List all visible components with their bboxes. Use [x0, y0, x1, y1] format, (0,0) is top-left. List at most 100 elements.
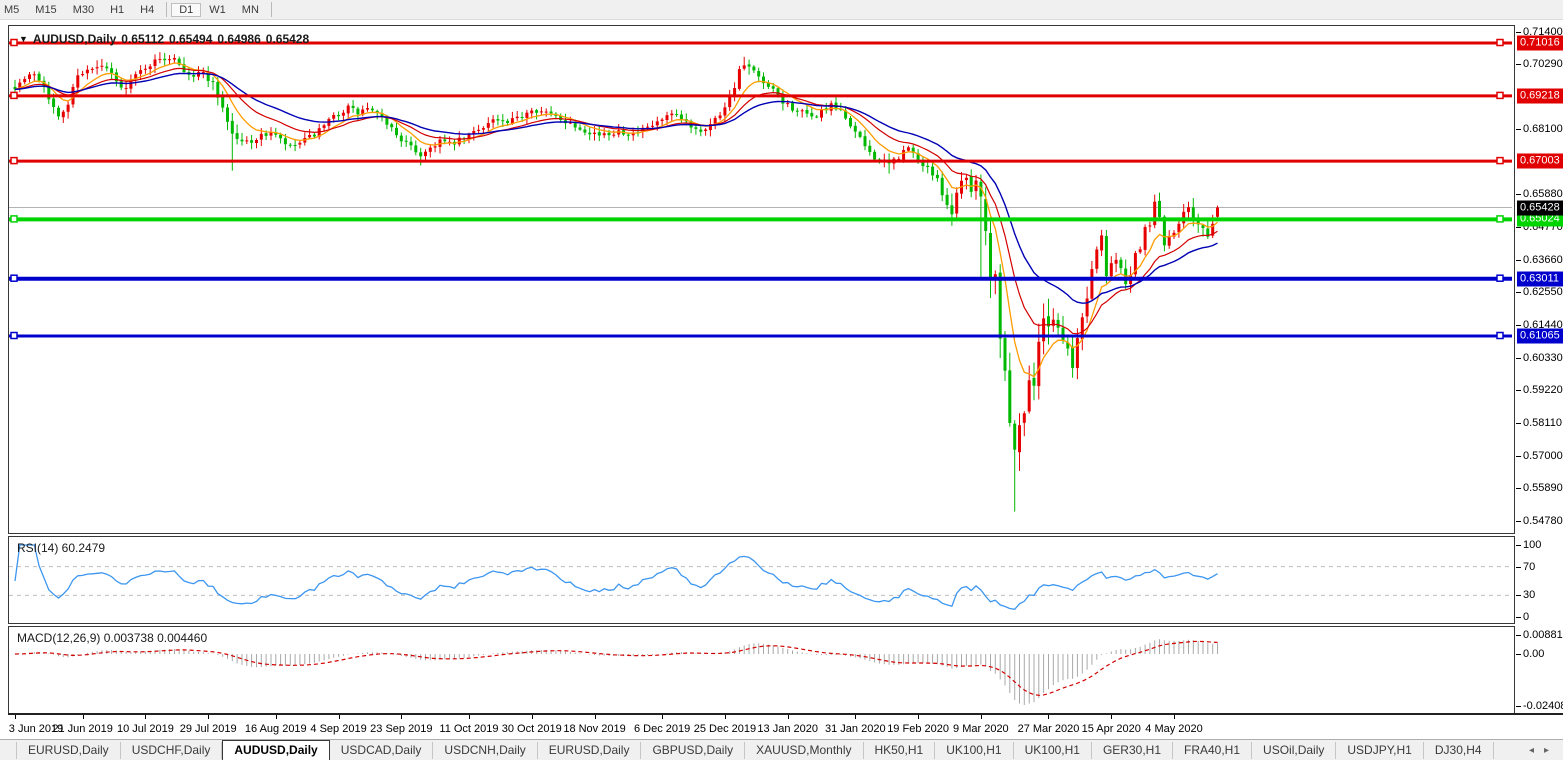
- toolbar-separator: [166, 2, 168, 17]
- date-tick-mark: [531, 715, 533, 719]
- chart-tab-uk100-h1[interactable]: UK100,H1: [935, 741, 1014, 759]
- horizontal-line-0.61065[interactable]: [9, 331, 1512, 340]
- horizontal-line-0.69218[interactable]: [9, 91, 1512, 100]
- candlestick-chart[interactable]: [9, 26, 1512, 531]
- price-tick-label: 0.65880: [1523, 188, 1563, 201]
- date-label: 16 Aug 2019: [244, 723, 307, 735]
- tab-scroll-right-icon[interactable]: ▸: [1543, 744, 1549, 756]
- chart-tab-eurusd-daily[interactable]: EURUSD,Daily: [16, 741, 121, 759]
- chart-tab-gbpusd-daily[interactable]: GBPUSD,Daily: [641, 741, 746, 759]
- date-label: 4 Sep 2019: [310, 723, 367, 735]
- price-tick-mark: [1516, 31, 1521, 33]
- date-tick-mark: [724, 715, 726, 719]
- macd-chart[interactable]: [9, 627, 1512, 711]
- date-label: 19 Feb 2020: [887, 723, 949, 735]
- price-tick-mark: [1516, 357, 1521, 359]
- timeframe-toolbar: M5 M15 M30 H1 H4 D1 W1 MN: [0, 0, 1563, 20]
- tab-scroll-left-icon[interactable]: ◂: [1528, 744, 1534, 756]
- rsi-tick-mark: [1516, 595, 1521, 597]
- rsi-axis-label: 30: [1523, 589, 1536, 602]
- price-tick-mark: [1516, 422, 1521, 424]
- price-tick-mark: [1516, 324, 1521, 326]
- date-label: 6 Dec 2019: [633, 723, 691, 735]
- timeframe-button-w1[interactable]: W1: [209, 3, 226, 16]
- date-tick-mark: [787, 715, 789, 719]
- chart-tab-usdchf-daily[interactable]: USDCHF,Daily: [121, 741, 223, 759]
- chart-tab-xauusd-monthly[interactable]: XAUUSD,Monthly: [745, 741, 864, 759]
- timeframe-button-d1[interactable]: D1: [171, 2, 202, 17]
- date-label: 23 Sep 2019: [370, 723, 433, 735]
- date-label: 11 Oct 2019: [439, 723, 499, 735]
- price-level-badge-0.71016: 0.71016: [1517, 35, 1563, 51]
- price-tick-label: 0.70290: [1523, 58, 1563, 71]
- date-tick-mark: [980, 715, 982, 719]
- date-tick-mark: [468, 715, 470, 719]
- chart-title: ▼ AUDUSD,Daily 0.65112 0.65494 0.64986 0…: [19, 32, 309, 46]
- date-tick-mark: [1048, 715, 1050, 719]
- moving-average-ma-slow: [14, 72, 1218, 304]
- date-label: 9 Mar 2020: [953, 723, 1009, 735]
- symbol-dropdown-icon[interactable]: ▼: [19, 34, 28, 44]
- price-tick-mark: [1516, 194, 1521, 196]
- ohlc-open: 0.65112: [121, 32, 164, 46]
- chart-tab-audusd-daily[interactable]: AUDUSD,Daily: [222, 739, 330, 760]
- macd-axis-label: 0.008815: [1523, 629, 1563, 641]
- macd-tick-mark: [1516, 654, 1521, 656]
- chart-tab-hk50-h1[interactable]: HK50,H1: [864, 741, 936, 759]
- timeframe-button-m30[interactable]: M30: [72, 3, 95, 16]
- timeframe-button-mn[interactable]: MN: [241, 3, 259, 16]
- chart-tab-ger30-h1[interactable]: GER30,H1: [1092, 741, 1173, 759]
- date-label: 21 Jun 2019: [52, 723, 113, 735]
- date-label: 27 Mar 2020: [1017, 723, 1080, 735]
- price-tick-label: 0.63660: [1523, 253, 1563, 266]
- date-tick-mark: [145, 715, 147, 719]
- date-label: 13 Jan 2020: [757, 723, 818, 735]
- date-label: 18 Nov 2019: [563, 723, 626, 735]
- rsi-chart[interactable]: [9, 537, 1512, 621]
- chart-tab-uk100-h1[interactable]: UK100,H1: [1014, 741, 1092, 759]
- main-chart-panel[interactable]: ▼ AUDUSD,Daily 0.65112 0.65494 0.64986 0…: [8, 25, 1515, 534]
- chart-tab-eurusd-daily[interactable]: EURUSD,Daily: [538, 741, 642, 759]
- rsi-indicator-panel[interactable]: RSI(14) 60.2479: [8, 536, 1515, 624]
- price-tick-mark: [1516, 520, 1521, 522]
- chart-tabs-bar: EURUSD,Daily USDCHF,Daily AUDUSD,Daily USDC…: [0, 739, 1563, 760]
- timeframe-button-h4[interactable]: H4: [140, 3, 155, 16]
- price-tick-mark: [1516, 292, 1521, 294]
- macd-axis-label: 0.00: [1523, 648, 1545, 661]
- chart-tab-usdcad-daily[interactable]: USDCAD,Daily: [330, 741, 434, 759]
- horizontal-line-0.63011[interactable]: [9, 274, 1512, 282]
- price-tick-mark: [1516, 259, 1521, 261]
- price-tick-mark: [1516, 390, 1521, 392]
- date-label: 25 Dec 2019: [693, 723, 757, 735]
- date-label: 3 Jun 2019: [8, 723, 64, 735]
- macd-label: MACD(12,26,9) 0.003738 0.004460: [17, 631, 208, 645]
- price-tick-label: 0.55890: [1523, 482, 1563, 495]
- price-level-badge-0.61065: 0.61065: [1517, 328, 1563, 344]
- price-tick-label: 0.54780: [1523, 514, 1563, 527]
- macd-axis-label: -0.024082: [1523, 700, 1563, 712]
- macd-indicator-panel[interactable]: MACD(12,26,9) 0.003738 0.004460: [8, 626, 1515, 714]
- rsi-label: RSI(14) 60.2479: [17, 541, 106, 555]
- rsi-tick-mark: [1516, 617, 1521, 618]
- chart-tab-usdjpy-h1[interactable]: USDJPY,H1: [1336, 741, 1424, 759]
- chart-tab-usoil-daily[interactable]: USOil,Daily: [1252, 741, 1337, 759]
- date-tick-mark: [1174, 715, 1176, 719]
- date-tick-mark: [208, 715, 210, 719]
- timeframe-button-h1[interactable]: H1: [110, 3, 125, 16]
- date-tick-mark: [275, 715, 277, 719]
- candles-layer: [13, 52, 1219, 512]
- date-label: 29 Jul 2019: [179, 723, 237, 735]
- timeframe-button-m15[interactable]: M15: [35, 3, 57, 16]
- chart-tab-usdcnh-daily[interactable]: USDCNH,Daily: [433, 741, 538, 759]
- horizontal-line-0.71016[interactable]: [9, 38, 1512, 47]
- horizontal-line-0.67003[interactable]: [9, 156, 1512, 165]
- chart-tab-dj30-h4[interactable]: DJ30,H4: [1424, 741, 1494, 759]
- date-axis[interactable]: 3 Jun 2019 21 Jun 2019 10 Jul 2019 29 Jul 2…: [8, 713, 1563, 741]
- chart-tab-fra40-h1[interactable]: FRA40,H1: [1173, 741, 1253, 759]
- horizontal-line-0.65024[interactable]: [9, 215, 1512, 223]
- timeframe-button-m5[interactable]: M5: [4, 3, 20, 16]
- chart-symbol-period: AUDUSD,Daily: [32, 32, 117, 46]
- rsi-tick-mark: [1516, 566, 1521, 568]
- rsi-axis-label: 70: [1523, 560, 1536, 573]
